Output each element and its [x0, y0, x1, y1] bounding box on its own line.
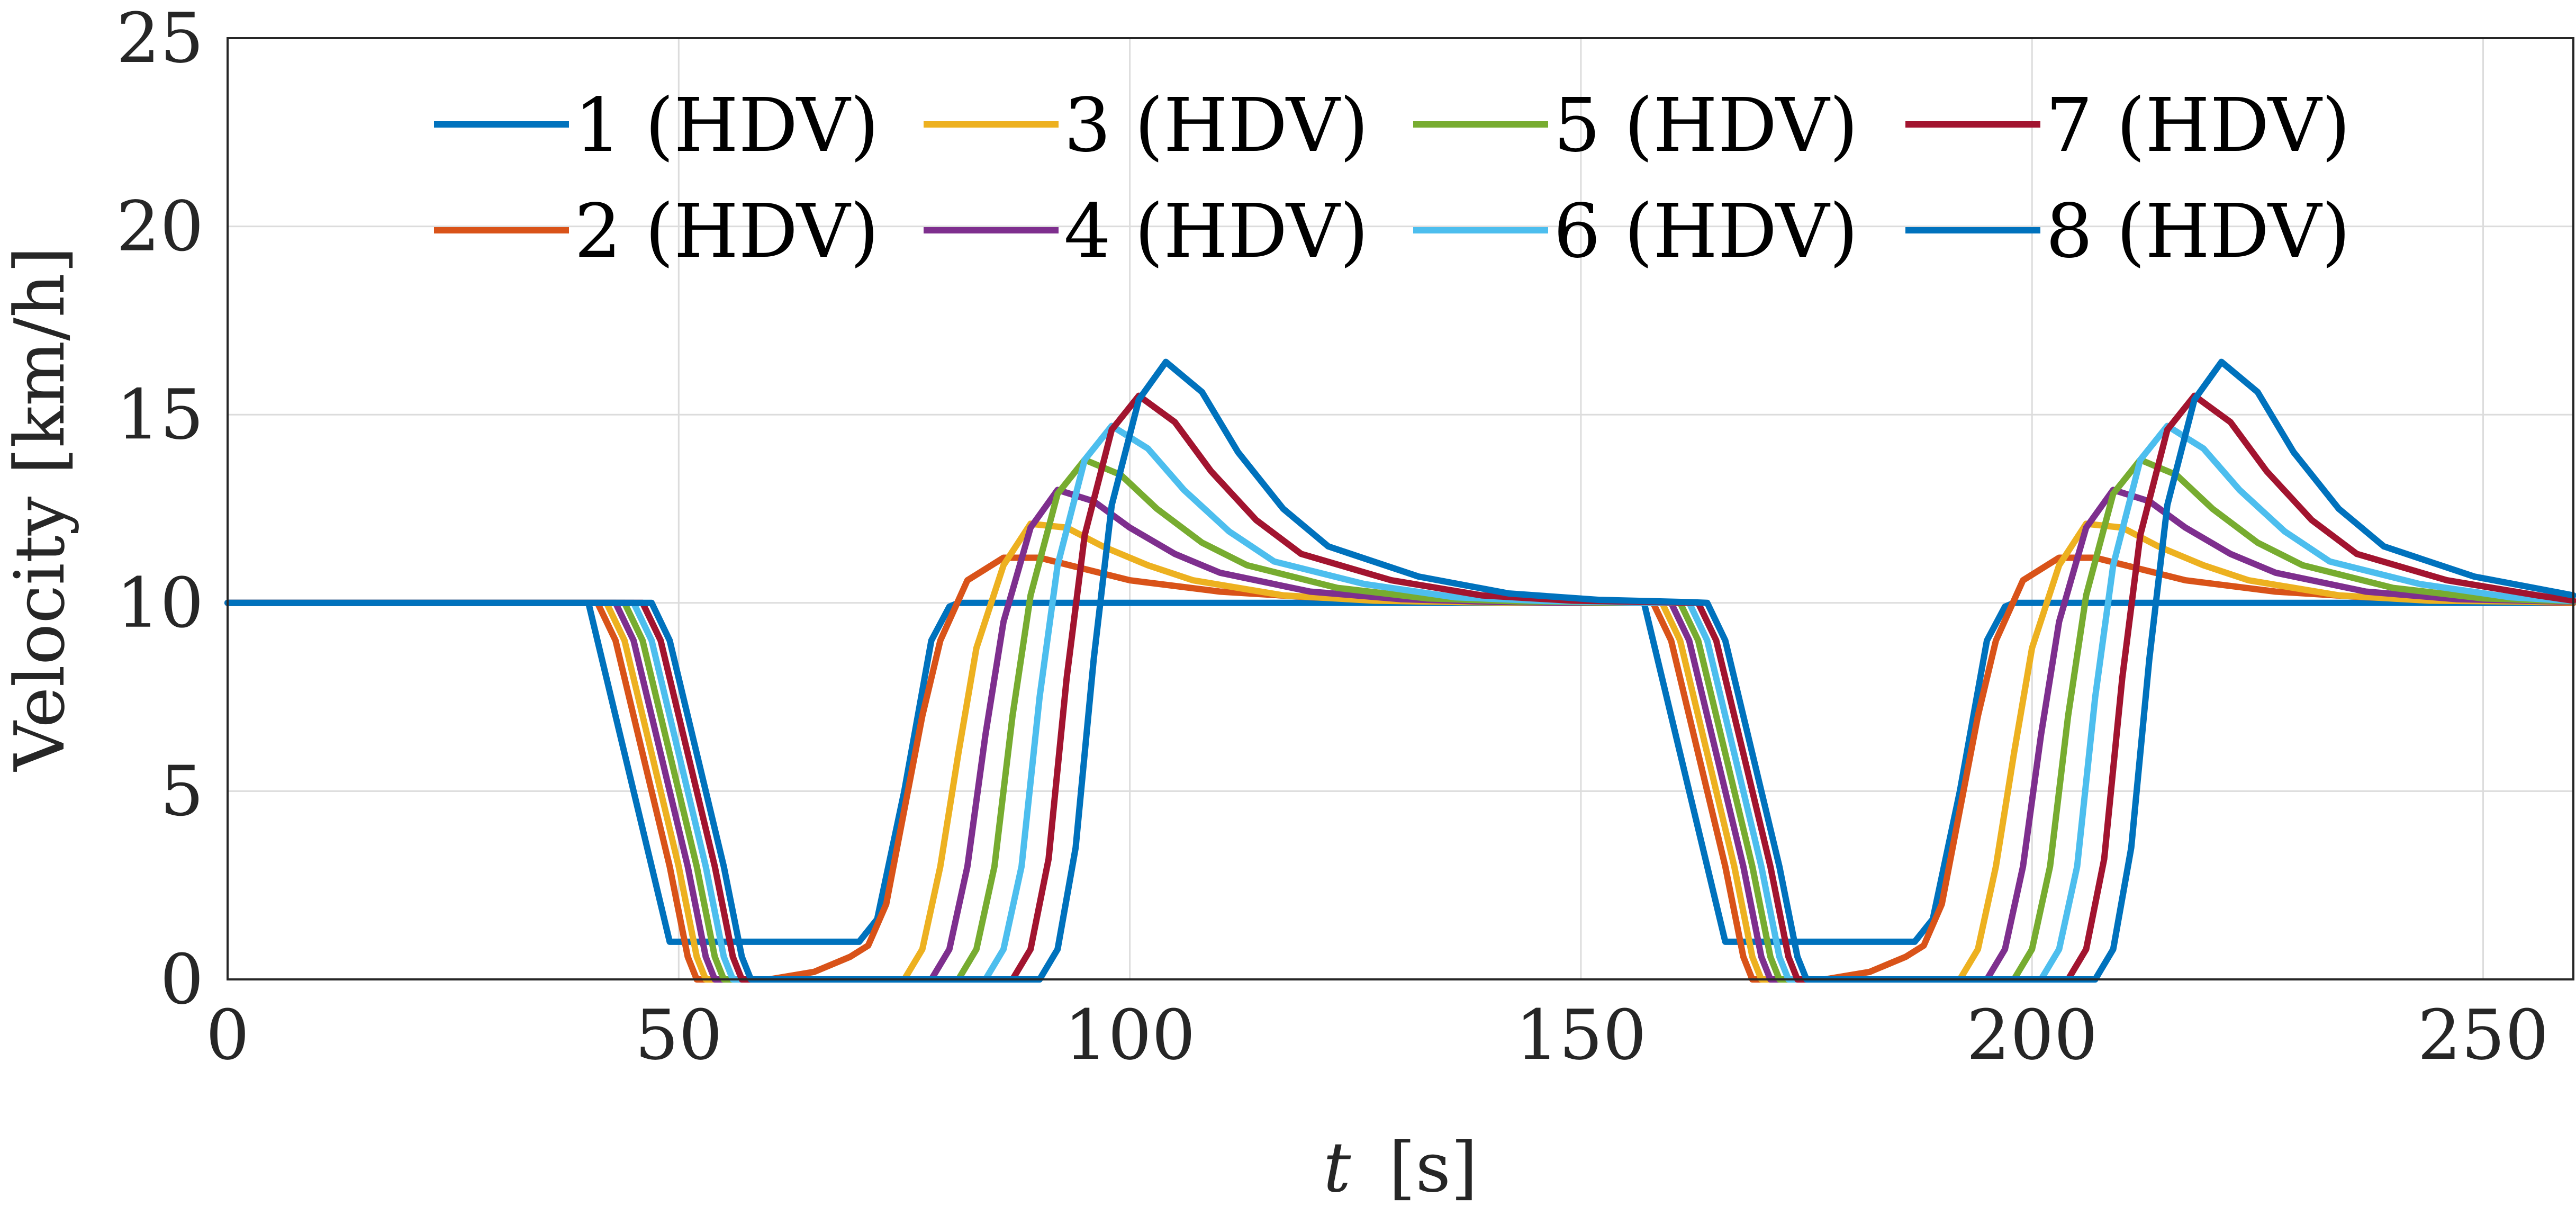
legend-label-7: 7 (HDV) [2046, 83, 2351, 169]
x-tick-label-3: 150 [1515, 995, 1647, 1075]
legend-label-5: 5 (HDV) [1553, 83, 1858, 169]
grid [227, 37, 2573, 980]
series-line-4 [224, 487, 2576, 983]
x-axis-label-unit: [s] [1389, 1127, 1478, 1208]
plot-area-frame [227, 37, 2574, 980]
tick-labels: 0 50 100 150 200 250 0 5 10 15 20 25 [116, 0, 2549, 1075]
y-tick-label-2: 10 [116, 563, 204, 643]
series-line-6 [224, 422, 2576, 983]
series-line-8 [224, 358, 2576, 983]
x-tick-label-5: 250 [2417, 995, 2548, 1075]
legend-label-3: 3 (HDV) [1064, 83, 1369, 169]
x-tick-label-2: 100 [1064, 995, 1196, 1075]
y-tick-label-4: 20 [116, 186, 204, 267]
x-axis-label-symbol: t [1323, 1127, 1351, 1208]
legend-label-8: 8 (HDV) [2046, 188, 2351, 275]
series-line-5 [224, 456, 2576, 983]
legend-label-6: 6 (HDV) [1553, 188, 1858, 275]
x-tick-label-4: 200 [1966, 995, 2098, 1075]
x-axis-label: t [s] [1323, 1127, 1478, 1208]
y-tick-label-0: 0 [160, 939, 204, 1020]
series-line-2 [224, 554, 2576, 983]
legend-label-2: 2 (HDV) [574, 188, 879, 275]
x-tick-label-0: 0 [206, 995, 250, 1075]
series-line-7 [224, 392, 2576, 983]
y-tick-label-1: 5 [160, 751, 204, 831]
legend: 1 (HDV) 2 (HDV) 3 (HDV) 4 (HDV) 5 (HDV) 6 (HD… [434, 83, 2351, 275]
y-axis-label: Velocity [km/h] [0, 246, 80, 772]
legend-label-1: 1 (HDV) [574, 83, 879, 169]
series-line-1 [224, 599, 2576, 945]
y-tick-label-5: 25 [116, 0, 204, 78]
series-layer [224, 358, 2576, 983]
y-tick-label-3: 15 [116, 374, 204, 455]
x-tick-label-1: 50 [635, 995, 722, 1075]
legend-label-4: 4 (HDV) [1064, 188, 1369, 275]
